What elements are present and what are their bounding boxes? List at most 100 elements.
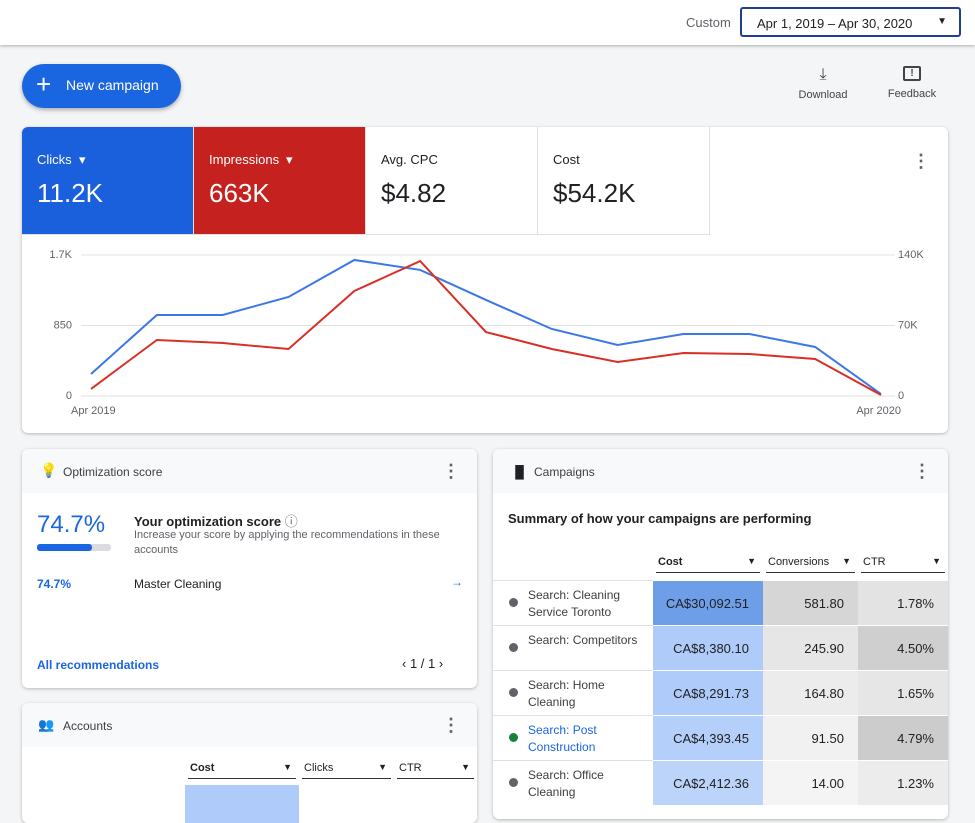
sort-caret: ▼ <box>283 762 292 772</box>
card-header <box>493 449 948 493</box>
metric-cell: 4.50% <box>858 625 948 670</box>
score: 74.7% <box>37 511 106 538</box>
x-tick-label: Apr 2020 <box>856 405 901 417</box>
column-header[interactable]: Conversions ▼ <box>766 553 855 573</box>
campaign-name[interactable]: Search: Home Cleaning <box>528 678 605 709</box>
help-icon: ⓘ <box>284 514 298 529</box>
card-title: Campaigns <box>534 465 595 479</box>
y-tick-label: 1.7K <box>49 249 72 261</box>
metric-tab[interactable]: Cost $54.2K <box>538 127 710 235</box>
button-label: New campaign <box>66 77 159 93</box>
accounts-card: 👥 Accounts ⋮ Cost ▼ Clicks ▼ CTR ▼ <box>22 703 477 823</box>
cost-cell <box>185 785 299 823</box>
metric-cell: 14.00 <box>763 760 858 805</box>
header-text: Clicks <box>304 762 334 774</box>
metric-cell: CA$8,380.10 <box>653 625 763 670</box>
download-label: Download <box>798 89 848 101</box>
score-track <box>37 544 111 551</box>
metric-value: 663K <box>209 178 270 208</box>
pager[interactable]: ‹ 1 / 1 › <box>402 656 444 671</box>
metric-cell: 581.80 <box>763 580 858 625</box>
top-bar: Custom Apr 1, 2019 – Apr 30, 2020 ▼ <box>0 0 975 45</box>
header-text: Conversions <box>768 556 830 568</box>
metric-name: Clicks <box>37 152 72 167</box>
more-menu[interactable]: ⋮ <box>913 461 931 481</box>
feedback-icon: ! <box>903 66 921 81</box>
download-icon: ⤓ <box>819 66 827 83</box>
status-dot <box>509 733 518 742</box>
metric-name: Avg. CPC <box>381 152 438 167</box>
column-header[interactable]: CTR ▼ <box>861 553 945 573</box>
metric-cell: 164.80 <box>763 670 858 715</box>
metric-cell: 4.79% <box>858 715 948 760</box>
metric-cell: CA$8,291.73 <box>653 670 763 715</box>
column-header[interactable]: Cost ▼ <box>188 759 296 779</box>
score-heading: Your optimization score ⓘ <box>134 511 298 530</box>
feedback-label: Feedback <box>887 88 937 100</box>
metric-value: $4.82 <box>381 178 447 208</box>
score-bar <box>37 544 93 551</box>
feedback-button[interactable]: ! Feedback <box>880 66 944 100</box>
range-label: Custom <box>686 15 731 30</box>
y2-tick-label: 70K <box>898 319 918 331</box>
metric-cell: 245.90 <box>763 625 858 670</box>
campaign-name[interactable]: Search: Cleaning Service Toronto <box>528 588 621 619</box>
metric-value: $54.2K <box>553 178 636 208</box>
metric-cell: CA$2,412.36 <box>653 760 763 805</box>
x-tick-label: Apr 2019 <box>71 405 116 417</box>
download-button[interactable]: ⤓ Download <box>793 66 853 101</box>
card-header <box>22 449 477 493</box>
status-dot <box>509 643 518 652</box>
y2-tick-label: 0 <box>898 390 904 402</box>
sort-caret: ▼ <box>378 762 387 772</box>
performance-card: Clicks ▾ 11.2K Impressions ▾ 663K Avg. CPC $4.8… <box>22 127 948 433</box>
caret: ▼ <box>937 16 947 27</box>
row-score: 74.7% <box>37 577 72 591</box>
arrow[interactable]: → <box>451 575 463 589</box>
date-dropdown[interactable]: Apr 1, 2019 – Apr 30, 2020 ▼ <box>740 7 961 37</box>
campaign-name[interactable]: Search: Post Construction <box>528 723 597 754</box>
line-chart: 0 850 1.7K 0 70K 140K Apr 2019 Apr 2020 <box>49 249 924 417</box>
series-line <box>90 258 882 395</box>
header-text: Cost <box>658 556 683 568</box>
campaign-name[interactable]: Search: Competitors <box>528 633 638 647</box>
column-header[interactable]: Cost ▼ <box>656 553 760 573</box>
metric-tab[interactable]: Avg. CPC $4.82 <box>366 127 538 235</box>
new-campaign-button[interactable]: + New campaign <box>22 64 181 108</box>
card-title: Accounts <box>63 719 113 733</box>
bulb-icon: 💡 <box>40 462 58 478</box>
status-dot <box>509 778 518 787</box>
caret: ▾ <box>286 152 293 167</box>
more-menu[interactable]: ⋮ <box>912 151 930 171</box>
more-menu[interactable]: ⋮ <box>442 715 460 735</box>
campaign-name[interactable]: Search: Office Cleaning <box>528 768 604 799</box>
chart-icon: ▐▌ <box>511 465 529 479</box>
metric-cell: 1.78% <box>858 580 948 625</box>
column-header[interactable]: CTR ▼ <box>397 759 474 779</box>
all-recommendations[interactable]: All recommendations <box>37 658 160 672</box>
metric-name: Impressions <box>209 152 280 167</box>
status-dot <box>509 598 518 607</box>
header-text: CTR <box>863 556 886 568</box>
header-text: Cost <box>190 762 215 774</box>
y-tick-label: 850 <box>54 319 72 331</box>
more-menu[interactable]: ⋮ <box>442 461 460 481</box>
metric-cell: CA$30,092.51 <box>653 580 763 625</box>
sort-caret: ▼ <box>842 556 851 566</box>
metric-tab[interactable]: Impressions ▾ 663K <box>194 127 366 235</box>
pager-text: 1 / 1 <box>409 656 436 671</box>
plus-icon: + <box>36 69 52 99</box>
card-header <box>22 703 477 747</box>
metric-cell: 1.65% <box>858 670 948 715</box>
metric-cell: CA$4,393.45 <box>653 715 763 760</box>
row-account: Master Cleaning <box>134 577 222 591</box>
metric-tab[interactable]: Clicks ▾ 11.2K <box>22 127 194 235</box>
header-text: CTR <box>399 762 422 774</box>
column-header[interactable]: Clicks ▼ <box>302 759 391 779</box>
card-title: Optimization score <box>63 465 163 479</box>
description: Increase your score by applying the reco… <box>134 529 440 556</box>
heading: Your optimization score <box>134 514 282 529</box>
caret: ▾ <box>79 152 86 167</box>
metric-name: Cost <box>553 152 580 167</box>
